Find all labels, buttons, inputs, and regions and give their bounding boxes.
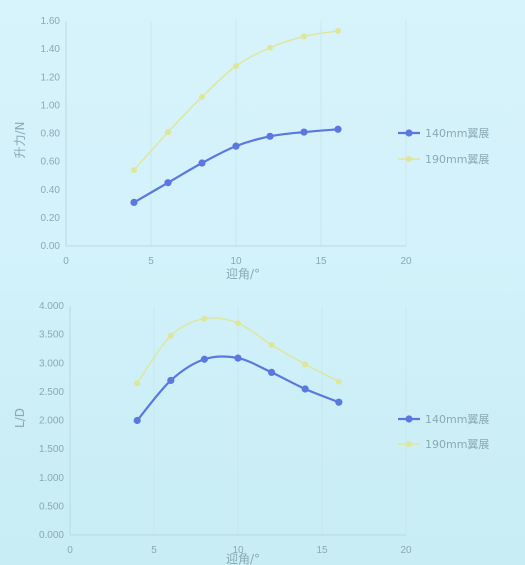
y-axis-title: L/D bbox=[13, 408, 27, 428]
data-point bbox=[134, 380, 140, 386]
y-tick-label: 1.20 bbox=[41, 72, 61, 83]
data-point bbox=[134, 417, 141, 424]
legend-label: 190mm翼展 bbox=[425, 438, 489, 451]
legend-label: 140mm翼展 bbox=[425, 413, 489, 426]
data-point bbox=[336, 379, 342, 385]
chart-1: 0.00 0.20 0.40 0.60 0.80 1.00 1.20 1.40 1.60 0 5 10… bbox=[13, 16, 489, 281]
legend-entry: 190mm翼展 bbox=[398, 153, 489, 166]
y-tick-label: 1.40 bbox=[41, 44, 61, 55]
y-tick-label: 1.60 bbox=[41, 16, 61, 27]
x-axis-title: 迎角/° bbox=[226, 552, 260, 565]
y-tick-label: 0.40 bbox=[41, 185, 61, 196]
y-tick-label: 3.500 bbox=[39, 330, 64, 341]
data-point bbox=[302, 385, 309, 392]
y-tick-label: 1.000 bbox=[39, 473, 64, 484]
data-point bbox=[334, 126, 341, 133]
data-point bbox=[269, 342, 275, 348]
data-point bbox=[233, 63, 239, 69]
legend-entry: 190mm翼展 bbox=[398, 438, 489, 451]
data-point bbox=[268, 369, 275, 376]
data-point bbox=[164, 179, 171, 186]
data-point bbox=[201, 356, 208, 363]
data-point bbox=[165, 129, 171, 135]
legend-entry: 140mm翼展 bbox=[398, 413, 489, 426]
y-tick-label: 0.60 bbox=[41, 157, 61, 168]
data-point bbox=[131, 167, 137, 173]
x-tick-label: 0 bbox=[67, 545, 73, 556]
data-point bbox=[167, 377, 174, 384]
x-tick-label: 5 bbox=[151, 545, 157, 556]
y-tick-label: 2.000 bbox=[39, 416, 64, 427]
y-tick-label: 4.000 bbox=[39, 301, 64, 312]
y-tick-label: 0.20 bbox=[41, 213, 61, 224]
data-point bbox=[198, 159, 205, 166]
legend-swatch-marker bbox=[406, 156, 412, 162]
legend-label: 140mm翼展 bbox=[425, 127, 489, 140]
y-tick-label: 1.500 bbox=[39, 444, 64, 455]
legend-swatch-marker bbox=[406, 441, 412, 447]
x-tick-label: 15 bbox=[316, 545, 328, 556]
data-point bbox=[234, 354, 241, 361]
x-tick-label: 10 bbox=[230, 256, 242, 267]
x-tick-label: 5 bbox=[148, 256, 154, 267]
y-tick-label: 0.00 bbox=[41, 241, 61, 252]
data-point bbox=[232, 143, 239, 150]
x-tick-label: 15 bbox=[315, 256, 327, 267]
x-tick-label: 0 bbox=[63, 256, 69, 267]
y-tick-label: 2.500 bbox=[39, 387, 64, 398]
data-point bbox=[168, 333, 174, 339]
data-point bbox=[199, 94, 205, 100]
data-point bbox=[235, 320, 241, 326]
y-axis-title: 升力/N bbox=[13, 121, 27, 158]
chart-2: 0.000 0.500 1.000 1.500 2.000 2.500 3.000 3.500… bbox=[13, 301, 489, 565]
x-tick-label: 20 bbox=[400, 545, 412, 556]
y-tick-label: 1.00 bbox=[41, 100, 61, 111]
legend-swatch-marker bbox=[405, 129, 412, 136]
data-point bbox=[335, 28, 341, 34]
data-point bbox=[302, 361, 308, 367]
y-tick-label: 0.000 bbox=[39, 530, 64, 541]
x-axis-title: 迎角/° bbox=[226, 267, 260, 281]
data-point bbox=[130, 199, 137, 206]
legend-entry: 140mm翼展 bbox=[398, 127, 489, 140]
y-tick-label: 3.000 bbox=[39, 358, 64, 369]
data-point bbox=[266, 133, 273, 140]
legend-label: 190mm翼展 bbox=[425, 153, 489, 166]
y-tick-label: 0.500 bbox=[39, 501, 64, 512]
data-point bbox=[267, 45, 273, 51]
y-tick-label: 0.80 bbox=[41, 129, 61, 140]
data-point bbox=[300, 128, 307, 135]
data-point bbox=[201, 316, 207, 322]
x-tick-label: 20 bbox=[400, 256, 412, 267]
legend-swatch-marker bbox=[405, 415, 412, 422]
data-point bbox=[335, 399, 342, 406]
data-point bbox=[301, 33, 307, 39]
